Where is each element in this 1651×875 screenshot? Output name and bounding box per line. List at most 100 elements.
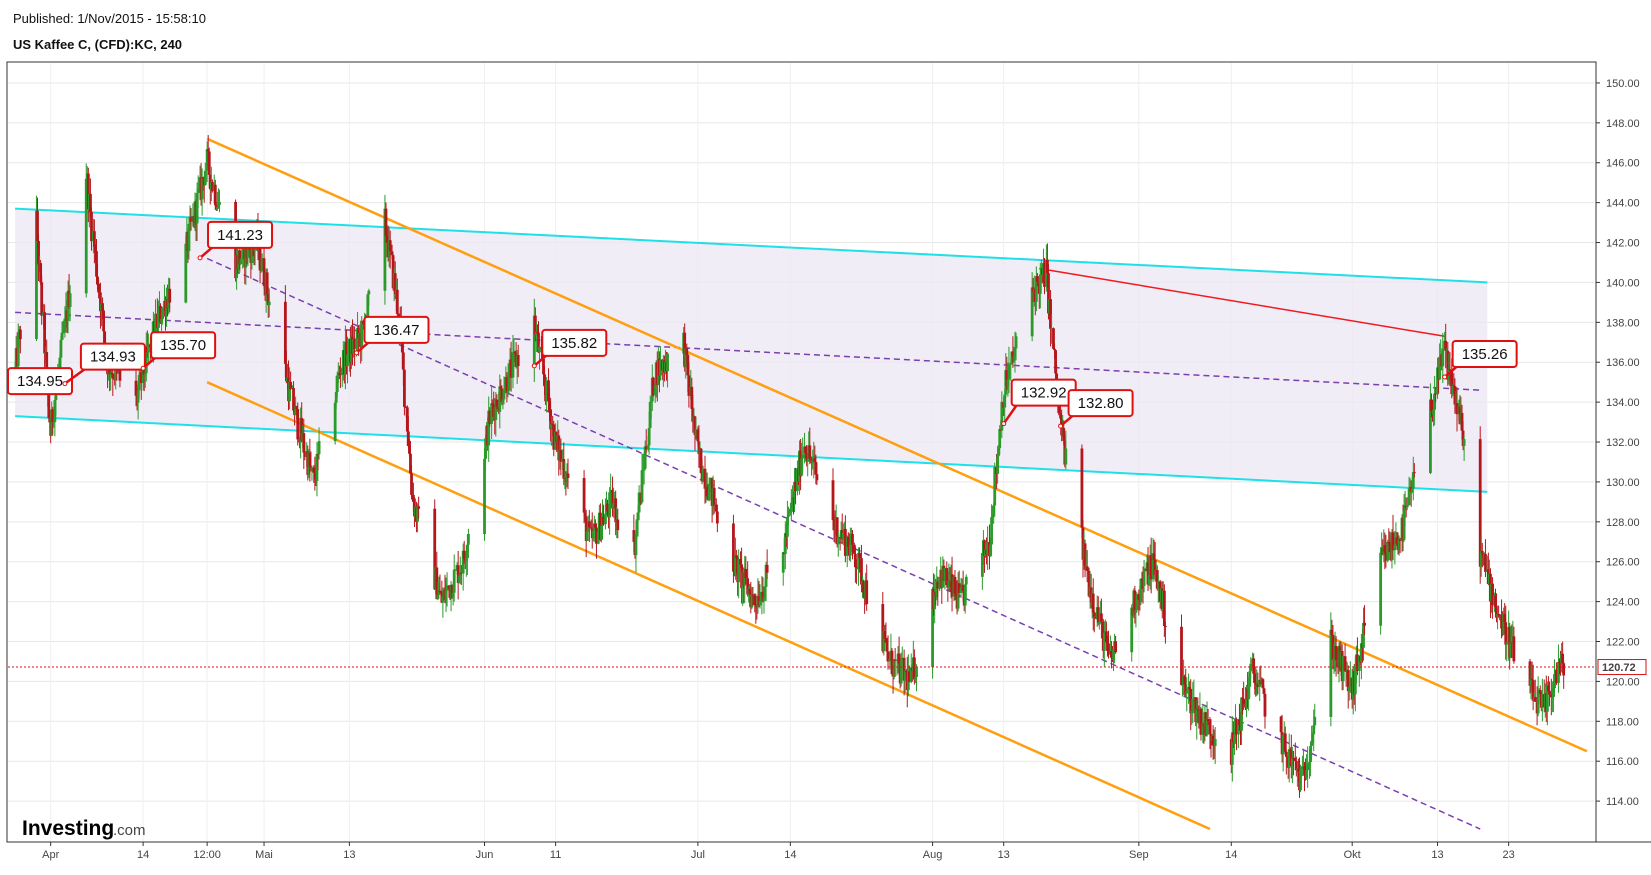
candle-body: [451, 592, 455, 598]
candle-body: [1255, 684, 1259, 695]
candle-body: [89, 193, 92, 212]
candle-body: [933, 591, 937, 610]
y-tick-label: 130.00: [1606, 477, 1640, 489]
annotation-callout: 134.95: [7, 367, 73, 396]
candle-body: [1293, 758, 1297, 762]
candle-body: [841, 533, 845, 540]
callout-anchor: [531, 363, 537, 369]
candle-body: [1213, 739, 1217, 747]
candle-body: [411, 494, 415, 502]
candle-body: [596, 532, 600, 544]
candle-body: [753, 595, 757, 605]
annotation-callout: 136.47: [353, 315, 430, 356]
candle-body: [788, 508, 792, 514]
candle-body: [1087, 570, 1091, 597]
candle-body: [1003, 394, 1007, 408]
candle-body: [606, 503, 609, 512]
candle-body: [614, 498, 618, 523]
candle-body: [334, 391, 338, 403]
candle-body: [853, 553, 857, 568]
candle-body: [801, 454, 805, 459]
candle-body: [611, 489, 614, 509]
candle-body: [516, 354, 520, 367]
candle-body: [435, 567, 439, 600]
candle-body: [465, 544, 469, 558]
candle-body: [587, 521, 591, 528]
candle-body: [959, 587, 963, 593]
candle-body: [1502, 613, 1506, 635]
callout-box: [1067, 389, 1134, 418]
candle-body: [1299, 769, 1302, 791]
candle-body: [494, 399, 498, 420]
candle-body: [60, 332, 64, 340]
candle-body: [360, 320, 364, 348]
candle-body: [1235, 719, 1238, 735]
x-tick-label: Okt: [1344, 849, 1361, 861]
candle-body: [103, 331, 107, 347]
candle-body: [187, 223, 191, 252]
candle-body: [1140, 578, 1144, 581]
candle-body: [317, 441, 321, 455]
candle-body: [860, 558, 863, 585]
candle-body: [990, 517, 993, 545]
channel-shade: [15, 208, 1488, 492]
candle-body: [143, 373, 147, 375]
candle-body: [748, 589, 752, 595]
candle-body: [1305, 770, 1309, 779]
candle-body: [1448, 369, 1452, 371]
x-tick-label: Aug: [923, 849, 943, 861]
callout-anchor: [62, 381, 68, 387]
candle-body: [843, 528, 847, 556]
candle-body: [1550, 696, 1554, 698]
candle-body: [1038, 274, 1042, 294]
candle-body: [744, 568, 748, 579]
candle-body: [900, 657, 904, 661]
candle-body: [195, 192, 199, 224]
callout-anchor: [140, 365, 146, 371]
candle-body: [1503, 613, 1507, 623]
candle-body: [1344, 670, 1348, 672]
candle-body: [813, 458, 817, 463]
x-tick-label: Mai: [255, 849, 273, 861]
candle-body: [384, 208, 388, 236]
candle-body: [1096, 607, 1100, 623]
candle-body: [943, 568, 947, 581]
candle-body: [912, 657, 916, 680]
candle-body: [582, 477, 586, 513]
candle-body: [1395, 537, 1399, 544]
candle-body: [696, 429, 700, 442]
candle-body: [1014, 336, 1018, 349]
candle-body: [1189, 688, 1193, 714]
candle-body: [1434, 393, 1438, 395]
candle-body: [1180, 626, 1183, 685]
candle-body: [1151, 553, 1155, 580]
callout-box: [207, 220, 274, 249]
candle-body: [648, 401, 652, 428]
y-tick-label: 148.00: [1606, 118, 1640, 130]
callout-anchor: [1442, 374, 1448, 380]
candle-body: [653, 385, 657, 396]
candle-body: [1052, 328, 1055, 349]
candle-body: [1332, 657, 1336, 661]
candle-body: [457, 575, 461, 584]
candle-body: [1379, 552, 1383, 626]
candle-body: [1461, 430, 1465, 446]
candle-body: [1147, 575, 1151, 585]
candle-body: [1230, 732, 1234, 765]
candle-body: [835, 517, 839, 545]
candle-body: [548, 401, 551, 410]
candle-body: [890, 650, 894, 675]
last-price-marker: 120.72: [1597, 659, 1647, 676]
callout-label: 135.70: [160, 337, 206, 354]
candle-body: [585, 531, 589, 541]
candle-body: [609, 489, 613, 493]
candle-body: [506, 390, 510, 394]
candle-body: [983, 540, 986, 556]
candle-body: [1155, 570, 1159, 589]
candle-body: [697, 441, 701, 455]
candle-body: [1164, 626, 1167, 628]
candle-body: [196, 188, 200, 193]
candle-body: [566, 473, 570, 478]
x-tick-label: 12:00: [193, 849, 221, 861]
